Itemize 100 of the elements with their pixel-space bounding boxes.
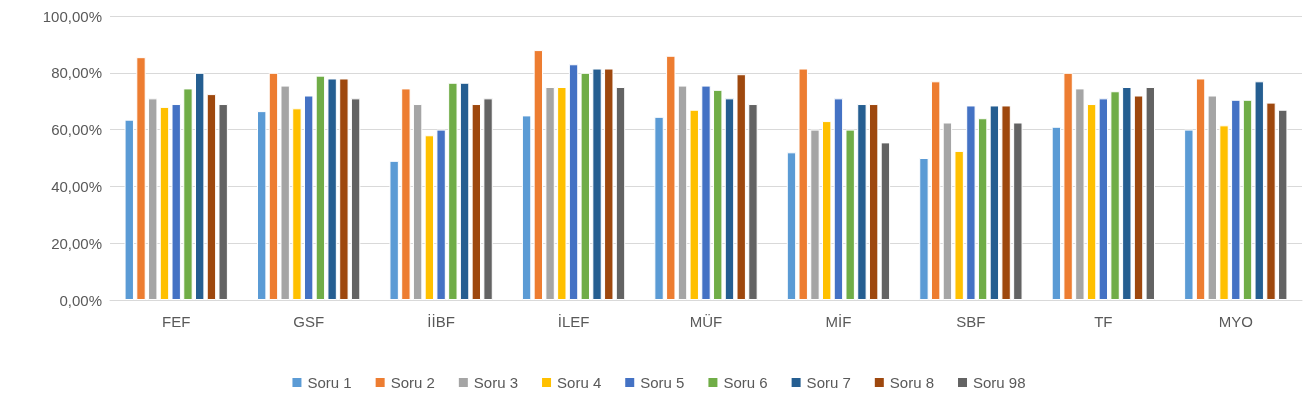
bar [868,104,879,300]
x-tick-label: İLEF [557,313,590,330]
bar [857,104,867,300]
x-tick-label: TF [1094,313,1113,330]
bar [471,104,482,300]
bar [1051,126,1062,300]
bar [1122,87,1132,300]
bar [171,104,181,300]
bar [148,98,158,300]
x-tick-label: FEF [162,313,191,330]
bar [713,89,723,300]
bar [303,95,314,300]
bar [280,85,290,300]
bar [1001,105,1011,300]
bar [736,74,746,300]
bar [339,78,349,300]
bar [206,94,217,300]
bar [930,81,941,300]
bar [977,118,988,300]
bar [327,78,337,300]
bar [666,55,676,300]
y-tick-label: 100,00% [42,7,102,25]
bar [183,88,193,300]
bar [533,50,544,300]
legend-label: Soru 3 [473,374,519,391]
bar [786,152,797,300]
bar [448,82,458,300]
bar [1231,99,1241,300]
x-tick-label: MÜF [689,313,723,330]
bar [459,82,470,300]
bar [521,115,532,300]
bar [568,64,579,300]
bar [592,68,602,300]
bar [1278,109,1288,300]
bar [557,87,567,300]
legend-label: Soru 5 [640,374,685,391]
bar [195,72,205,300]
bar [724,98,735,300]
bar [136,57,146,300]
bar [1110,91,1120,300]
bar [424,135,435,300]
bar [401,88,411,300]
bar [833,98,844,300]
legend-label: Soru 2 [390,374,435,391]
bar [315,75,326,300]
legend-label: Soru 6 [723,374,768,391]
y-tick-label: 20,00% [51,234,102,252]
bar [880,142,891,300]
bar [654,116,664,300]
bar [389,160,399,300]
bar [689,109,699,300]
bar [1013,122,1023,300]
bar [1266,102,1276,300]
x-tick-label: MİF [825,313,852,330]
legend-label: Soru 98 [973,374,1026,391]
bar [257,111,267,300]
bar [1195,78,1206,300]
y-tick-label: 40,00% [51,177,102,195]
legend-label: Soru 8 [889,374,935,391]
bar [1254,81,1264,300]
legend-label: Soru 4 [557,374,602,391]
bar [604,68,614,300]
bar [545,87,555,300]
bar [822,121,832,300]
bar [350,98,361,300]
bar [1184,129,1194,300]
bar [1207,95,1217,300]
legend-label: Soru 7 [806,374,851,391]
bar [798,68,808,300]
bar [292,108,302,300]
bar [810,129,820,300]
bar [1145,87,1155,300]
bar [1242,99,1253,300]
x-tick-label: İİBF [427,313,455,330]
bar [1098,98,1109,300]
bar [989,105,1000,300]
bar [919,158,929,300]
bar [748,104,758,300]
bar [436,129,446,300]
bar [954,150,964,300]
bar [159,106,170,300]
x-tick-label: GSF [293,313,325,330]
bar [845,129,855,300]
y-tick-label: 80,00% [51,64,102,82]
bar [1075,88,1085,300]
y-tick-label: 60,00% [51,121,102,139]
bar [412,104,423,300]
y-tick-label: 0,00% [59,291,102,309]
bar [124,119,134,300]
bar [615,87,626,300]
legend-label: Soru 1 [307,374,352,391]
bar [1086,104,1097,300]
x-tick-label: SBF [956,313,986,330]
bar [268,72,279,300]
bar [677,85,688,300]
bar [942,122,953,300]
bar [701,85,711,300]
bar [580,72,590,300]
bar [483,98,493,300]
bar [1133,95,1144,300]
